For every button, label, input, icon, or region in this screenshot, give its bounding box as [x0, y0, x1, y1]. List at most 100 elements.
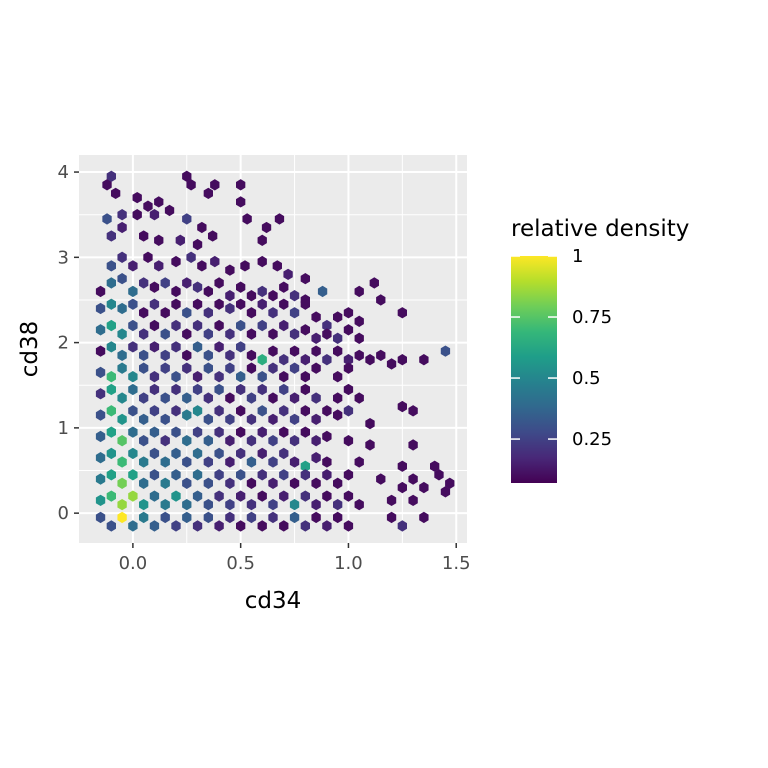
hexbin-cell [246, 456, 257, 468]
hexbin-cell [397, 460, 407, 472]
hexbin-cell [386, 511, 397, 524]
hexbin-cell [95, 366, 106, 379]
hexbin-cell [279, 354, 289, 366]
hexbin-cell [236, 319, 246, 332]
hexbin-cell [95, 409, 106, 421]
hexbin-cell [419, 511, 429, 524]
hexbin-cell [95, 430, 106, 443]
hexbin-cell [139, 435, 149, 447]
hexbin-cell [279, 469, 289, 481]
hexbin-cell [95, 388, 106, 400]
axes: 0.0 0.5 1.0 1.5 0 1 2 3 4 [58, 162, 471, 574]
hexbin-cell [128, 520, 138, 532]
hexbin-cell [311, 392, 321, 404]
hexbin-cell [182, 392, 192, 404]
hexbin-cell [322, 319, 332, 332]
hexbin-cell [408, 473, 418, 485]
hexbin-cell [214, 447, 224, 460]
hexbin-cell [225, 413, 235, 426]
hexbin-cell [236, 179, 246, 191]
hexbin-cell [117, 435, 127, 447]
hexbin-cell [214, 371, 224, 383]
hexbin-cell [354, 498, 364, 511]
hexbin-cell [117, 328, 127, 340]
hexbin-cell [139, 349, 149, 362]
hexbin-cell [317, 285, 328, 298]
hexbin-cell [182, 362, 192, 374]
hexbin-cell [214, 405, 224, 417]
hexbin-cell [240, 260, 250, 272]
hexbin-cell [117, 272, 127, 285]
hexbin-cell [376, 473, 386, 485]
hexbin-cell [408, 405, 418, 417]
hexbin-cell [279, 281, 289, 293]
hexbin-cell [397, 307, 407, 319]
hexbin-cell [95, 302, 106, 315]
hexbin-cell [203, 362, 213, 374]
hexbin-cell [186, 179, 196, 191]
hexbin-cell [430, 460, 440, 472]
hexbin-cell [171, 255, 181, 268]
hexbin-cell [102, 213, 112, 225]
hexbin-cell [117, 498, 127, 511]
hexbin-cell [354, 349, 364, 362]
hexbin-cell [117, 349, 127, 362]
hexbin-cell [268, 477, 278, 489]
hexbin-cell [311, 311, 321, 323]
hexbin-cell [279, 319, 289, 332]
hexbin-cell [160, 277, 170, 289]
legend-tick-label: 0.25 [572, 429, 612, 450]
x-axis-title: cd34 [245, 588, 302, 614]
hexbin-cell [139, 413, 149, 426]
hexbin-cell [203, 187, 213, 200]
hexbin-cell [197, 260, 207, 272]
hexbin-cell [289, 511, 300, 524]
hexbin-cell [192, 319, 203, 332]
hexbin-cell [203, 435, 213, 447]
hexbin-cell [132, 191, 142, 204]
hexbin-cell [139, 307, 149, 319]
hexbin-cell [376, 294, 386, 306]
hexbin-cell [106, 447, 116, 460]
hexbin-cell [311, 511, 321, 524]
hexbin-cell [139, 477, 149, 489]
hexbin-cell [225, 435, 235, 447]
hexbin-cell [128, 260, 138, 272]
hexbin-cell [214, 426, 224, 438]
hexbin-cell [279, 447, 289, 460]
hexbin-cell [203, 498, 213, 511]
hexbin-cell [257, 383, 267, 396]
hexbin-cell [214, 277, 224, 289]
hexbin-cell [225, 328, 235, 340]
x-tick-label: 1.0 [334, 553, 363, 574]
hexbin-cell [149, 341, 160, 353]
hexbin-cell [192, 520, 203, 532]
hexbin-cell [257, 490, 267, 502]
hexbin-cell [210, 179, 220, 191]
hexbin-cell [236, 341, 246, 353]
hexbin-cell [128, 285, 138, 298]
hexbin-cell [128, 319, 138, 332]
hexbin-cell [246, 511, 257, 524]
hexbin-cell [149, 405, 160, 417]
y-tick-label: 2 [58, 333, 69, 354]
hexbin-cell [386, 358, 397, 370]
hexbin-cell [300, 298, 310, 310]
hexbin-cell [160, 328, 170, 340]
hexbin-cell [343, 362, 354, 374]
legend-tick-label: 0.75 [572, 307, 612, 328]
hexbin-cell [128, 298, 138, 310]
hexbin-cell [171, 285, 181, 298]
legend-title: relative density [511, 216, 689, 242]
hexbin-cell [289, 413, 300, 426]
hexbin-cell [246, 349, 257, 362]
hexbin-cell [139, 362, 149, 374]
hexbin-cell [289, 362, 300, 374]
hexbin-cell [160, 456, 170, 468]
hexbin-cell [333, 371, 343, 383]
hexbin-cell [192, 238, 203, 251]
hexbin-cell [257, 255, 267, 268]
hexbin-cell [354, 285, 364, 298]
hexbin-cell [117, 511, 127, 524]
hexbin-cell [261, 221, 272, 234]
